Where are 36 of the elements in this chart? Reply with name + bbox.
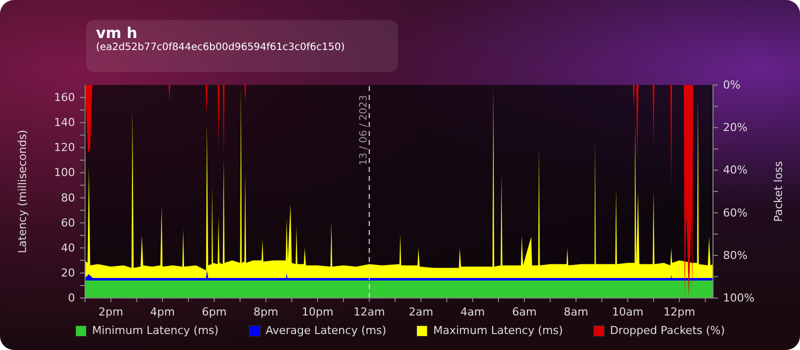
y2-tick-label: 80% [723,248,748,262]
x-tick-label: 6pm [202,306,227,318]
x-tick-label: 8am [564,306,588,318]
x-tick-label: 6am [512,306,537,318]
x-tick-label: 4pm [150,306,175,318]
y-tick-label: 60 [61,216,75,230]
y-tick-label: 0 [68,292,75,304]
y2-tick-label: 0% [723,78,740,92]
x-tick-label: 2pm [98,306,124,318]
text: Maximum Latency (ms) [433,324,563,337]
y-tick-label: 40 [61,241,75,254]
x-tick-label: 12am [354,306,386,318]
y2-axis-title: Packet loss [772,160,785,222]
legend-label: Minimum Latency (ms) [92,324,219,337]
legend-label: Dropped Packets (%) [610,324,725,337]
y2-tick-label: 40% [723,164,748,177]
x-tick-label: 2am [408,306,434,318]
y-tick-label: 160 [54,91,75,104]
chart-title: vm h [96,24,138,42]
y-tick-label: 80 [61,191,75,204]
y-tick-label: 100 [54,166,75,180]
y-tick-label: 140 [54,116,75,130]
y2-tick-label: 60% [723,206,748,220]
x-tick-label: 4am [460,306,485,318]
x-tick-label: 10pm [302,306,334,318]
legend-label: Average Latency (ms) [266,324,386,337]
x-tick-label: 12pm [664,306,696,318]
y2-tick-label: 20% [723,121,748,134]
ref-line-label: 13 / 06 / 2023 [358,95,370,166]
y2-tick-label: 100% [723,292,754,304]
y-axis-title: Latency (milliseconds) [16,130,29,254]
chart-subtitle: (ea2d52b77c0f844ec6b00d96594f61c3c0f6c150) [96,42,346,53]
x-tick-label: 8pm [254,306,278,318]
x-tick-label: 10am [612,306,644,318]
y-tick-label: 20 [61,266,75,280]
y-tick-label: 120 [54,141,75,154]
